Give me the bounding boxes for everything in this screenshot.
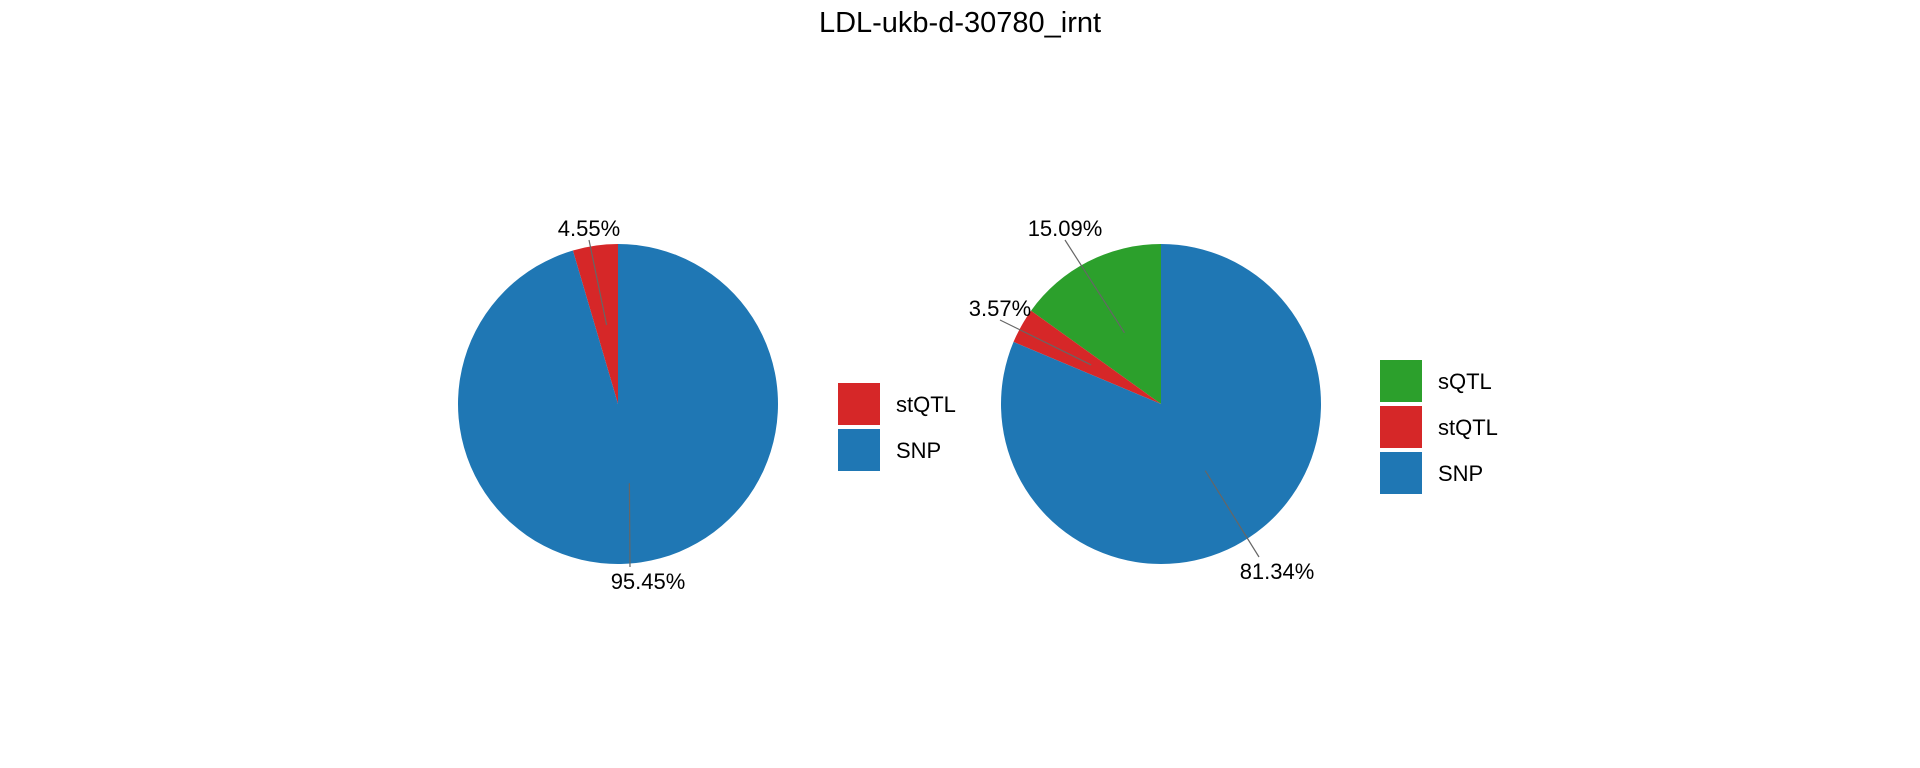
legend-label: stQTL bbox=[1438, 415, 1498, 440]
legend-label: SNP bbox=[1438, 461, 1483, 486]
label-leader-line bbox=[588, 239, 608, 325]
slice-percent-label: 95.45% bbox=[611, 569, 686, 594]
chart-title: LDL-ukb-d-30780_irnt bbox=[819, 7, 1101, 39]
pie-slice-stqtl bbox=[1013, 310, 1161, 404]
legend-key-sqtl bbox=[1380, 360, 1422, 402]
legend-label: stQTL bbox=[896, 392, 956, 417]
label-leader-line bbox=[628, 483, 631, 568]
slice-percent-label: 81.34% bbox=[1240, 559, 1315, 584]
pie-slice-stqtl bbox=[572, 244, 618, 404]
legend-key-snp bbox=[1380, 452, 1422, 494]
label-leader-line bbox=[1204, 470, 1260, 558]
legend-label: sQTL bbox=[1438, 369, 1492, 394]
label-leader-line bbox=[999, 319, 1092, 366]
legend-key-snp bbox=[838, 429, 880, 471]
slice-percent-label: 15.09% bbox=[1028, 216, 1103, 241]
legend-label: SNP bbox=[896, 438, 941, 463]
pie-slice-snp bbox=[1001, 244, 1322, 565]
legend-key-stqtl bbox=[838, 383, 880, 425]
label-leader-line bbox=[1064, 239, 1125, 334]
pie-slice-sqtl bbox=[1031, 244, 1161, 404]
slice-percent-label: 4.55% bbox=[558, 216, 620, 241]
slice-percent-label: 3.57% bbox=[969, 296, 1031, 321]
legend-key-stqtl bbox=[1380, 406, 1422, 448]
pie-slice-snp bbox=[458, 244, 778, 565]
